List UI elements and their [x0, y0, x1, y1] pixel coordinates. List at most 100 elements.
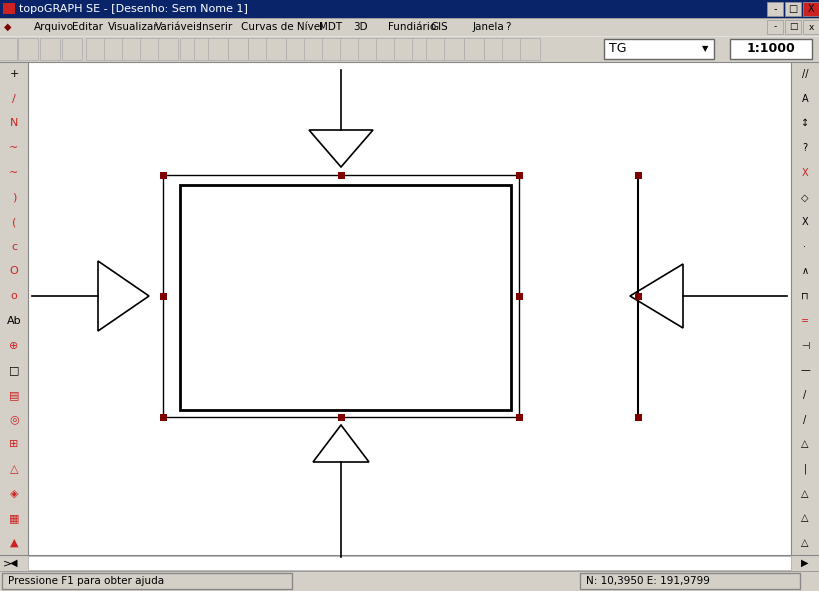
Text: x: x [808, 22, 814, 31]
Text: ◎: ◎ [9, 414, 19, 424]
Text: A: A [802, 94, 808, 103]
Bar [464, 38, 484, 60]
Text: X: X [808, 4, 814, 14]
Bar [140, 38, 160, 60]
Bar [160, 414, 167, 421]
Bar [412, 38, 432, 60]
Bar [160, 293, 167, 300]
Text: □: □ [789, 4, 798, 14]
Text: ◈: ◈ [10, 489, 18, 499]
Bar [286, 38, 306, 60]
Text: Ab: Ab [7, 316, 21, 326]
Text: //: // [802, 69, 808, 79]
Bar [338, 172, 345, 179]
Bar [160, 172, 167, 179]
Bar [516, 414, 523, 421]
Bar [208, 38, 228, 60]
Text: ▦: ▦ [9, 514, 20, 523]
Bar [28, 62, 791, 555]
Text: ⊞: ⊞ [9, 439, 19, 449]
Text: N: N [10, 118, 18, 128]
Bar [520, 38, 540, 60]
Bar [0, 0, 819, 18]
Bar [785, 20, 801, 34]
Text: Fundiário: Fundiário [388, 22, 437, 32]
Bar [767, 20, 783, 34]
Text: △: △ [801, 538, 808, 548]
Text: ▶: ▶ [801, 558, 808, 568]
Bar [791, 62, 819, 555]
Text: □: □ [789, 22, 797, 31]
Text: +: + [9, 69, 19, 79]
Text: ∧: ∧ [802, 267, 808, 277]
Bar [635, 293, 642, 300]
Text: Arquivo: Arquivo [34, 22, 75, 32]
Text: ⊣: ⊣ [801, 340, 809, 350]
Text: c: c [11, 242, 17, 252]
Bar [158, 38, 178, 60]
Bar [163, 175, 519, 417]
Bar [635, 414, 642, 421]
Text: Curvas de Nível: Curvas de Nível [241, 22, 324, 32]
Bar [266, 38, 286, 60]
Bar [785, 2, 801, 16]
Bar [28, 556, 791, 570]
Bar [228, 38, 248, 60]
Bar [18, 38, 38, 60]
Text: ↕: ↕ [801, 118, 809, 128]
Bar [394, 38, 414, 60]
Bar [194, 38, 214, 60]
Bar [0, 38, 17, 60]
Text: -: - [773, 4, 776, 14]
Bar [803, 2, 819, 16]
Text: Pressione F1 para obter ajuda: Pressione F1 para obter ajuda [8, 576, 164, 586]
Text: Visualizar: Visualizar [108, 22, 159, 32]
Text: /: / [803, 390, 807, 400]
Bar [180, 38, 200, 60]
Text: X: X [802, 217, 808, 227]
Text: —: — [800, 365, 810, 375]
Text: Editar: Editar [72, 22, 103, 32]
Text: ~: ~ [9, 168, 19, 178]
Text: TG: TG [609, 43, 627, 56]
Text: ▤: ▤ [9, 390, 20, 400]
Text: topoGRAPH SE - [Desenho: Sem Nome 1]: topoGRAPH SE - [Desenho: Sem Nome 1] [19, 4, 248, 14]
Text: □: □ [9, 365, 20, 375]
Text: 1:1000: 1:1000 [747, 43, 795, 56]
Text: GIS: GIS [430, 22, 448, 32]
Text: △: △ [801, 514, 808, 523]
Text: ▲: ▲ [10, 538, 18, 548]
Bar [635, 172, 642, 179]
Text: △: △ [801, 439, 808, 449]
Bar [2, 573, 292, 589]
Bar [304, 38, 324, 60]
Text: =: = [801, 316, 809, 326]
Text: ◀: ◀ [11, 558, 18, 568]
Text: ?: ? [803, 143, 808, 153]
Text: N: 10,3950 E: 191,9799: N: 10,3950 E: 191,9799 [586, 576, 710, 586]
Text: Variáveis: Variáveis [155, 22, 202, 32]
Text: ⊕: ⊕ [9, 340, 19, 350]
Text: -: - [773, 22, 776, 31]
Text: |: | [803, 464, 807, 474]
Text: ◆: ◆ [4, 22, 11, 32]
Text: MDT: MDT [319, 22, 342, 32]
Bar [322, 38, 342, 60]
Text: (: ( [11, 217, 16, 227]
Bar [358, 38, 378, 60]
Bar [767, 2, 783, 16]
Text: ⊓: ⊓ [801, 291, 809, 301]
Bar [803, 20, 819, 34]
Bar [122, 38, 142, 60]
Text: Inserir: Inserir [199, 22, 233, 32]
Bar [0, 555, 819, 571]
Bar [86, 38, 106, 60]
Text: /: / [803, 414, 807, 424]
Bar [3, 3, 15, 14]
Text: △: △ [801, 489, 808, 499]
Bar [338, 414, 345, 421]
Bar [104, 38, 124, 60]
Bar [248, 38, 268, 60]
Bar [376, 38, 396, 60]
Text: Janela: Janela [473, 22, 505, 32]
